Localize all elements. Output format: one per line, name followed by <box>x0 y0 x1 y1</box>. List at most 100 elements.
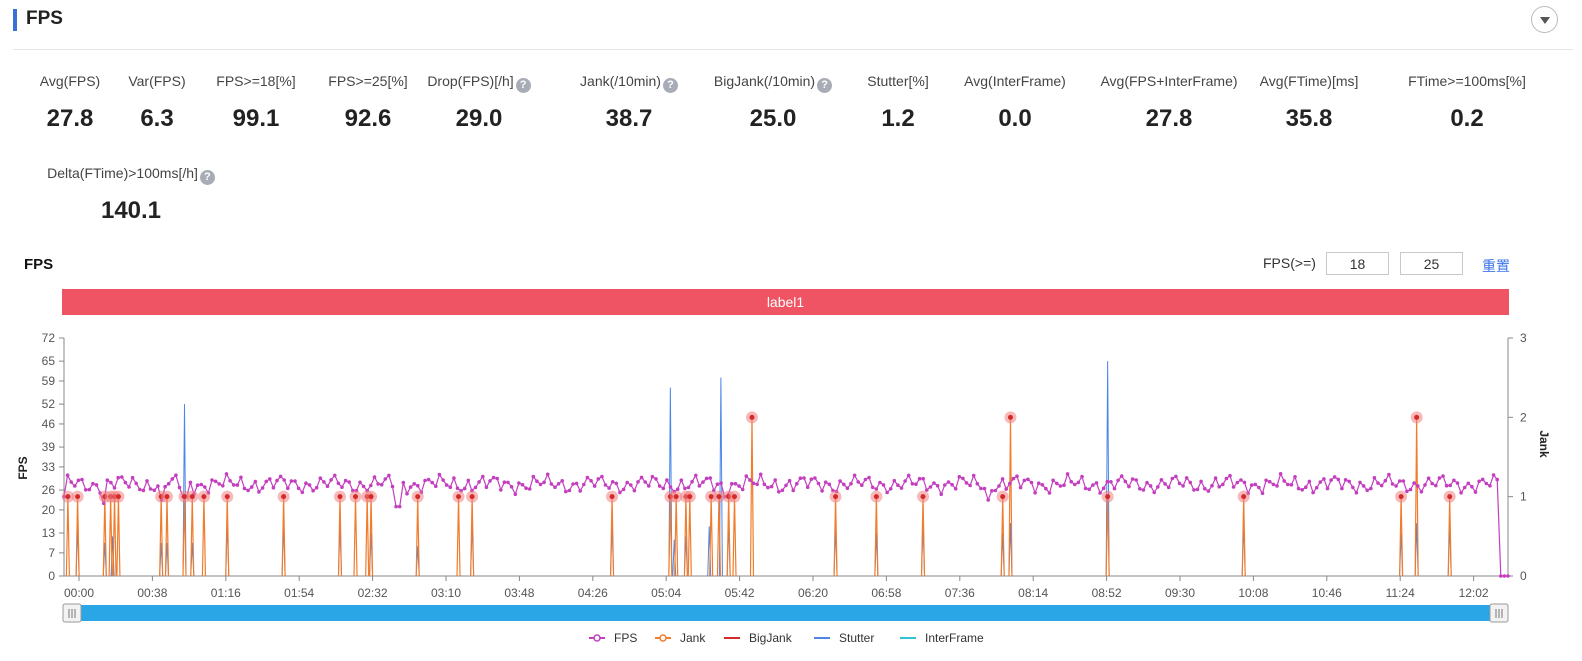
fps-point <box>665 478 669 482</box>
jank-spike <box>116 496 121 577</box>
jank-marker <box>115 494 121 500</box>
fps-point <box>842 482 846 487</box>
fps-point <box>444 483 449 487</box>
fps-point <box>737 484 741 488</box>
legend-label-bigjank: BigJank <box>749 631 793 645</box>
jank-spike <box>456 496 461 577</box>
fps-point <box>1029 480 1034 485</box>
fps-point <box>1224 476 1229 481</box>
fps-point <box>322 480 326 484</box>
jank-marker <box>1241 494 1247 500</box>
jank-marker <box>609 494 615 500</box>
threshold-input-2[interactable] <box>1400 252 1463 275</box>
jank-marker <box>749 414 755 420</box>
fps-point <box>130 475 135 480</box>
fps-point <box>1325 486 1330 491</box>
jank-spike <box>159 496 164 577</box>
fps-point <box>1477 479 1481 484</box>
fps-point <box>1318 480 1323 484</box>
fps-point <box>748 478 752 482</box>
fps-point <box>845 486 850 491</box>
fps-point <box>318 476 323 481</box>
jank-spike <box>1008 417 1013 577</box>
fps-point <box>1138 487 1142 491</box>
fps-point <box>1480 477 1485 482</box>
fps-point <box>105 478 110 483</box>
fps-point <box>614 481 619 486</box>
fps-point <box>282 478 287 482</box>
fps-point <box>94 483 99 487</box>
fps-point <box>1336 477 1341 482</box>
fps-point <box>1134 478 1138 482</box>
fps-point <box>708 476 712 480</box>
collapse-button[interactable] <box>1531 6 1558 33</box>
help-icon[interactable]: ? <box>662 78 678 93</box>
fps-point <box>1000 477 1005 481</box>
fps-point <box>870 485 875 490</box>
fps-point <box>195 483 200 488</box>
fps-line <box>63 472 1508 577</box>
fps-point <box>986 498 990 502</box>
fps-point <box>170 477 175 481</box>
x-tick-label: 11:24 <box>1386 586 1415 600</box>
fps-point <box>174 473 178 478</box>
fps-point <box>697 484 702 488</box>
fps-point <box>675 487 680 492</box>
reset-link[interactable]: 重置 <box>1482 258 1510 274</box>
metric-label: Drop(FPS)[/h] <box>427 73 514 89</box>
fps-point <box>1444 483 1449 488</box>
fps-point <box>852 473 857 478</box>
fps-point <box>780 488 785 493</box>
fps-point <box>1275 484 1279 488</box>
fps-point <box>1267 479 1272 484</box>
fps-point <box>773 478 777 482</box>
fps-point <box>1058 484 1063 488</box>
fps-point <box>1217 484 1221 489</box>
x-tick-label: 00:38 <box>137 586 167 600</box>
x-tick-label: 08:52 <box>1092 586 1122 600</box>
fps-point <box>1379 483 1384 488</box>
stutter-spike <box>1105 361 1110 577</box>
legend-marker <box>593 634 601 642</box>
fps-point <box>394 504 398 509</box>
y-tick-label-right: 2 <box>1520 410 1527 424</box>
fps-point <box>224 472 229 476</box>
legend-marker <box>659 634 667 642</box>
help-icon[interactable]: ? <box>515 78 531 93</box>
metric-value: 27.8 <box>46 105 94 132</box>
metric-label: BigJank(/10min) <box>713 73 816 89</box>
fps-point <box>249 485 254 489</box>
metric-2: FPS>=18[%] 99.1 <box>146 71 366 133</box>
help-icon[interactable]: ? <box>817 78 833 93</box>
fps-point <box>1083 486 1088 491</box>
fps-point <box>278 474 283 479</box>
fps-point <box>116 475 120 480</box>
fps-point <box>733 481 738 486</box>
metric-value: 25.0 <box>749 105 797 132</box>
fps-point <box>957 475 962 479</box>
help-icon[interactable]: ? <box>199 170 215 185</box>
fps-point <box>827 482 832 487</box>
fps-point <box>112 486 117 490</box>
jank-marker <box>415 494 421 500</box>
x-tick-label: 06:58 <box>871 586 901 600</box>
fps-point <box>336 481 341 486</box>
fps-point <box>777 490 781 494</box>
x-tick-label: 10:46 <box>1312 586 1342 600</box>
fps-point <box>1311 490 1315 495</box>
fps-point <box>849 481 853 486</box>
fps-point <box>1018 485 1023 490</box>
threshold-input-1[interactable] <box>1326 252 1389 275</box>
fps-point <box>242 486 247 491</box>
fps-point <box>387 473 391 478</box>
fps-point <box>275 478 279 483</box>
fps-point <box>1473 490 1478 494</box>
x-tick-label: 01:54 <box>284 586 314 600</box>
x-tick-label: 05:04 <box>651 586 681 600</box>
fps-point <box>1242 480 1247 485</box>
fps-point <box>1130 477 1135 481</box>
fps-point <box>730 481 734 486</box>
fps-point <box>805 485 810 490</box>
fps-point <box>798 476 803 481</box>
fps-point <box>1293 475 1297 479</box>
